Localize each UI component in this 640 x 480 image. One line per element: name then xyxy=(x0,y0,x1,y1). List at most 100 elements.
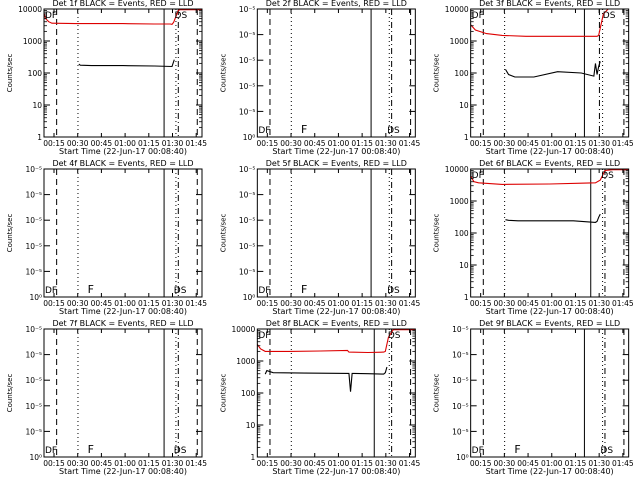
x-tick-label: 00:15 xyxy=(470,139,492,148)
x-tick-label: 00:15 xyxy=(257,139,279,148)
marker-df: DF xyxy=(472,171,484,181)
marker-df: DF xyxy=(45,11,57,21)
x-tick-label: 01:45 xyxy=(399,299,421,308)
x-tick-label: 00:45 xyxy=(304,459,326,468)
y-tick-label: 10⁻⁵ xyxy=(239,56,256,65)
y-axis-label: Counts/sec xyxy=(433,214,441,253)
marker-df: DF xyxy=(45,446,57,456)
y-axis-label: Counts/sec xyxy=(6,374,14,413)
y-tick-label: 10⁻⁵ xyxy=(239,191,256,200)
y-tick-label: 10⁻⁵ xyxy=(25,325,42,334)
x-tick-label: 01:15 xyxy=(351,139,373,148)
y-axis-label: Counts/sec xyxy=(219,54,227,93)
x-tick-label: 00:15 xyxy=(43,459,65,468)
y-tick-label: 1000 xyxy=(23,37,42,46)
x-tick-label: 00:45 xyxy=(517,459,539,468)
panel-title: Det 7f BLACK = Events, RED = LLD xyxy=(52,319,193,328)
panel-det2: Det 2f BLACK = Events, RED = LLD 00:15 00:… xyxy=(219,0,420,156)
x-tick-label: 01:45 xyxy=(612,299,634,308)
events-series-line xyxy=(264,366,388,392)
y-tick-label: 10 xyxy=(459,101,469,110)
x-tick-label: 00:45 xyxy=(517,139,539,148)
events-series-line xyxy=(78,59,175,68)
x-tick-label: 01:45 xyxy=(399,459,421,468)
y-tick-label: 10⁻⁵ xyxy=(25,427,42,436)
y-tick-label: 10⁻⁵ xyxy=(25,216,42,225)
x-axis-label: Start Time (22-Jun-17 00:08:40) xyxy=(272,467,400,476)
y-tick-label: 10 xyxy=(246,421,256,430)
x-tick-label: 00:30 xyxy=(494,299,516,308)
lld-series-line xyxy=(43,9,202,26)
x-tick-label: 01:45 xyxy=(399,139,421,148)
x-tick-label: 01:00 xyxy=(114,299,136,308)
marker-df: DF xyxy=(258,126,270,136)
x-tick-label: 01:15 xyxy=(565,459,587,468)
x-tick-label: 01:00 xyxy=(541,459,563,468)
marker-ds: DS xyxy=(174,446,187,456)
y-tick-label: 1000 xyxy=(236,357,255,366)
x-tick-label: 00:15 xyxy=(470,299,492,308)
x-tick-label: 00:15 xyxy=(43,299,65,308)
x-axis-label: Start Time (22-Jun-17 00:08:40) xyxy=(486,467,614,476)
lld-series-line xyxy=(256,329,416,354)
y-tick-label: 10000 xyxy=(231,325,255,334)
x-tick-label: 00:45 xyxy=(304,299,326,308)
plot-frame xyxy=(256,8,416,138)
marker-ds: DS xyxy=(387,286,400,296)
x-tick-label: 01:15 xyxy=(351,299,373,308)
x-tick-label: 01:00 xyxy=(328,139,350,148)
plot-frame xyxy=(256,168,416,298)
y-tick-label: 10 xyxy=(459,261,469,270)
x-tick-label: 00:30 xyxy=(494,139,516,148)
x-tick-label: 01:00 xyxy=(328,459,350,468)
x-axis-label: Start Time (22-Jun-17 00:08:40) xyxy=(59,307,187,316)
marker-f: F xyxy=(514,443,520,456)
x-tick-label: 01:30 xyxy=(162,139,184,148)
x-tick-label: 01:45 xyxy=(185,299,207,308)
x-tick-label: 01:30 xyxy=(162,299,184,308)
x-tick-label: 00:30 xyxy=(280,459,302,468)
x-axis-label: Start Time (22-Jun-17 00:08:40) xyxy=(59,467,187,476)
y-axis-label: Counts/sec xyxy=(433,374,441,413)
x-tick-label: 01:15 xyxy=(138,139,160,148)
panel-det6: Det 6f BLACK = Events, RED = LLD 00:15 00:… xyxy=(433,159,634,316)
y-tick-label: 1 xyxy=(464,293,469,302)
plot-frame xyxy=(43,168,203,298)
marker-f: F xyxy=(88,443,94,456)
x-tick-label: 00:30 xyxy=(67,139,89,148)
x-tick-label: 00:45 xyxy=(91,139,113,148)
x-tick-label: 01:45 xyxy=(185,139,207,148)
y-tick-label: 10⁻⁵ xyxy=(25,351,42,360)
x-tick-label: 00:45 xyxy=(91,459,113,468)
marker-f: F xyxy=(301,123,307,136)
y-tick-label: 10 xyxy=(32,101,42,110)
y-tick-label: 10⁰ xyxy=(243,293,256,302)
x-tick-label: 01:15 xyxy=(351,459,373,468)
panel-title: Det 4f BLACK = Events, RED = LLD xyxy=(52,159,193,168)
x-axis-label: Start Time (22-Jun-17 00:08:40) xyxy=(486,147,614,156)
panel-title: Det 2f BLACK = Events, RED = LLD xyxy=(266,0,407,8)
marker-ds: DS xyxy=(174,286,187,296)
y-tick-label: 10⁻⁵ xyxy=(25,402,42,411)
x-axis-label: Start Time (22-Jun-17 00:08:40) xyxy=(272,307,400,316)
y-tick-label: 1 xyxy=(37,133,42,142)
x-tick-label: 01:30 xyxy=(162,459,184,468)
y-axis-label: Counts/sec xyxy=(6,214,14,253)
y-axis-label: Counts/sec xyxy=(219,374,227,413)
marker-ds: DS xyxy=(175,11,188,21)
y-tick-label: 10⁰ xyxy=(456,453,469,462)
y-tick-label: 10⁻⁵ xyxy=(239,216,256,225)
x-tick-label: 00:30 xyxy=(280,139,302,148)
y-tick-label: 10⁻⁵ xyxy=(25,267,42,276)
y-tick-label: 10⁻⁵ xyxy=(239,165,256,174)
y-tick-label: 100 xyxy=(454,69,469,78)
panel-title: Det 6f BLACK = Events, RED = LLD xyxy=(479,159,620,168)
panel-title: Det 5f BLACK = Events, RED = LLD xyxy=(266,159,407,168)
x-tick-label: 01:00 xyxy=(114,139,136,148)
y-tick-label: 10⁻⁵ xyxy=(239,107,256,116)
y-tick-label: 10000 xyxy=(18,5,42,14)
